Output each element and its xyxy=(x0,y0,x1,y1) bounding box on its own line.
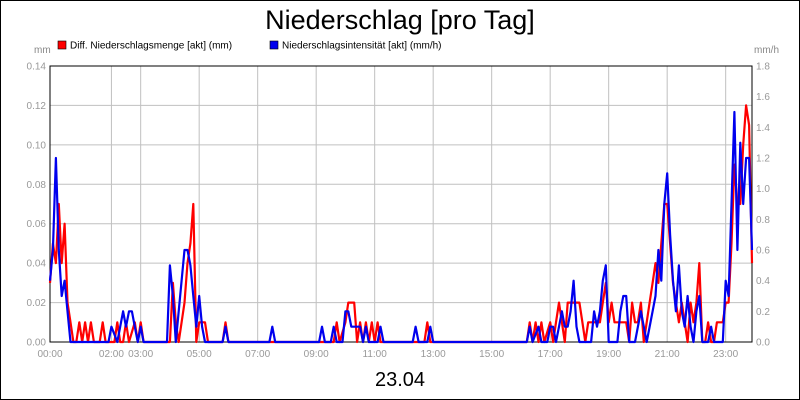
x-tick-label: 05:00 xyxy=(187,349,212,360)
grid-lines xyxy=(49,65,752,343)
y-left-tick-label: 0.12 xyxy=(27,101,47,112)
y-right-tick-label: 0.0 xyxy=(756,338,770,349)
plot-area-border xyxy=(49,65,753,343)
y-left-tick-label: 0.00 xyxy=(27,338,47,349)
y-right-tick-label: 1.8 xyxy=(756,62,770,73)
y-left-tick-label: 0.10 xyxy=(27,140,47,151)
y-right-tick-label: 0.6 xyxy=(756,246,770,257)
x-tick-label: 23:00 xyxy=(713,349,738,360)
legend-label-intensitaet: Niederschlagsintensität [akt] (mm/h) xyxy=(282,41,442,52)
x-tick-label: 02:00 xyxy=(99,349,124,360)
legend-swatch-menge xyxy=(57,40,67,50)
series-line-niederschlagsintensitaet xyxy=(48,110,754,344)
date-label: 23.04 xyxy=(375,369,425,391)
axis-ticks: 0.00 0.02 0.04 0.06 0.08 0.10 0.12 0.14 0.0 0.2 0.… xyxy=(27,62,771,361)
x-tick-label: 19:00 xyxy=(596,349,621,360)
y-right-tick-label: 1.2 xyxy=(756,154,770,165)
x-tick-label: 13:00 xyxy=(421,349,446,360)
y-right-tick-label: 1.0 xyxy=(756,184,770,195)
legend-swatch-intensitaet xyxy=(269,40,279,50)
legend-label-menge: Diff. Niederschlagsmenge [akt] (mm) xyxy=(70,41,232,52)
x-tick-label: 21:00 xyxy=(655,349,680,360)
y-right-tick-label: 1.4 xyxy=(756,123,770,134)
y-left-tick-label: 0.04 xyxy=(27,259,47,270)
y-right-tick-label: 0.8 xyxy=(756,215,770,226)
y-left-tick-label: 0.08 xyxy=(27,180,47,191)
y-right-tick-label: 0.2 xyxy=(756,307,770,318)
x-tick-label: 07:00 xyxy=(245,349,270,360)
left-axis-unit: mm xyxy=(34,45,51,56)
x-tick-label: 03:00 xyxy=(128,349,153,360)
y-left-tick-label: 0.06 xyxy=(27,219,47,230)
x-tick-label: 17:00 xyxy=(538,349,563,360)
y-right-tick-label: 1.6 xyxy=(756,92,770,103)
x-tick-label: 09:00 xyxy=(304,349,329,360)
chart-title: Niederschlag [pro Tag] xyxy=(265,5,535,35)
y-right-tick-label: 0.4 xyxy=(756,276,770,287)
y-left-tick-label: 0.02 xyxy=(27,298,47,309)
x-tick-label: 00:00 xyxy=(37,349,62,360)
right-axis-unit: mm/h xyxy=(754,45,779,56)
series-layer xyxy=(48,104,754,344)
x-tick-label: 11:00 xyxy=(363,349,388,360)
y-left-tick-label: 0.14 xyxy=(27,62,47,73)
x-tick-label: 15:00 xyxy=(479,349,504,360)
